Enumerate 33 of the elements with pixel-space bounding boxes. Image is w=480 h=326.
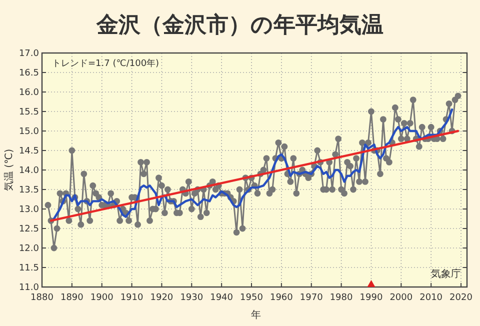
x-tick-label: 1920 xyxy=(150,293,174,303)
y-tick-label: 14.0 xyxy=(18,166,40,176)
y-tick-label: 11.5 xyxy=(18,264,39,274)
x-tick-label: 1940 xyxy=(210,293,234,303)
y-tick-label: 13.5 xyxy=(18,186,39,196)
x-tick-label: 2010 xyxy=(420,293,443,303)
x-tick-label: 1880 xyxy=(30,293,54,303)
x-tick-label: 1910 xyxy=(120,293,144,303)
y-tick-label: 13.0 xyxy=(18,205,40,215)
annotation: トレンド=1.7 (℃/100年) xyxy=(52,58,160,69)
x-tick-label: 1930 xyxy=(180,293,204,303)
x-tick-label: 2000 xyxy=(390,293,413,303)
y-tick-label: 11.0 xyxy=(18,283,40,293)
x-tick-label: 1890 xyxy=(60,293,84,303)
x-tick-label: 1950 xyxy=(240,293,264,303)
x-tick-label: 1960 xyxy=(270,293,294,303)
annotation: 気象庁 xyxy=(431,268,461,280)
y-tick-label: 15.5 xyxy=(18,108,39,118)
x-tick-label: 1970 xyxy=(300,293,324,303)
y-tick-label: 16.0 xyxy=(18,88,40,98)
x-axis-title: 年 xyxy=(251,309,261,321)
y-tick-label: 15.0 xyxy=(18,127,40,137)
x-tick-label: 2020 xyxy=(450,293,473,303)
x-tick-label: 1990 xyxy=(360,293,383,303)
y-tick-label: 12.0 xyxy=(18,244,40,254)
y-tick-label: 14.5 xyxy=(18,146,39,156)
y-tick-label: 17.0 xyxy=(18,49,40,59)
y-tick-label: 16.5 xyxy=(18,68,39,78)
x-tick-label: 1980 xyxy=(330,293,354,303)
y-axis-title: 気温 (℃) xyxy=(3,148,15,192)
x-tick-label: 1900 xyxy=(90,293,114,303)
y-tick-label: 12.5 xyxy=(18,224,39,234)
chart-title: 金沢（金沢市）の年平均気温 xyxy=(96,12,384,38)
